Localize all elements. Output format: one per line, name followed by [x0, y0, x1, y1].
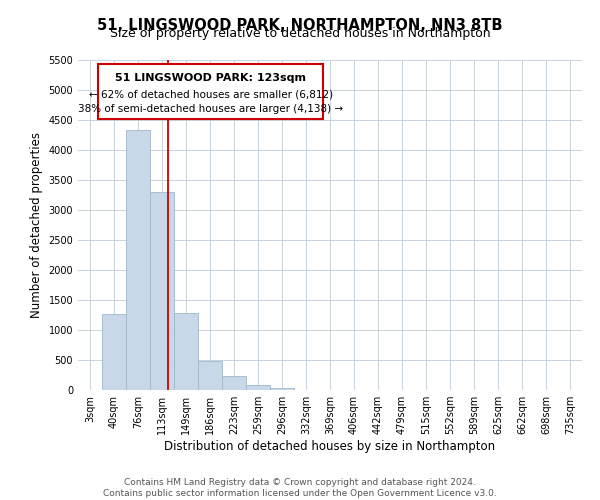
Bar — [246, 385, 270, 390]
FancyBboxPatch shape — [98, 64, 323, 119]
Bar — [270, 388, 294, 390]
Text: Size of property relative to detached houses in Northampton: Size of property relative to detached ho… — [110, 28, 490, 40]
Bar — [150, 192, 174, 390]
Bar — [198, 361, 222, 390]
Bar — [126, 130, 150, 390]
Bar — [102, 314, 126, 390]
X-axis label: Distribution of detached houses by size in Northampton: Distribution of detached houses by size … — [164, 440, 496, 453]
Text: ← 62% of detached houses are smaller (6,812): ← 62% of detached houses are smaller (6,… — [89, 90, 332, 100]
Bar — [222, 376, 246, 390]
Text: Contains HM Land Registry data © Crown copyright and database right 2024.
Contai: Contains HM Land Registry data © Crown c… — [103, 478, 497, 498]
Bar — [174, 312, 198, 390]
Text: 51, LINGSWOOD PARK, NORTHAMPTON, NN3 8TB: 51, LINGSWOOD PARK, NORTHAMPTON, NN3 8TB — [97, 18, 503, 32]
Text: 38% of semi-detached houses are larger (4,138) →: 38% of semi-detached houses are larger (… — [78, 104, 343, 115]
Y-axis label: Number of detached properties: Number of detached properties — [30, 132, 43, 318]
Text: 51 LINGSWOOD PARK: 123sqm: 51 LINGSWOOD PARK: 123sqm — [115, 73, 306, 83]
